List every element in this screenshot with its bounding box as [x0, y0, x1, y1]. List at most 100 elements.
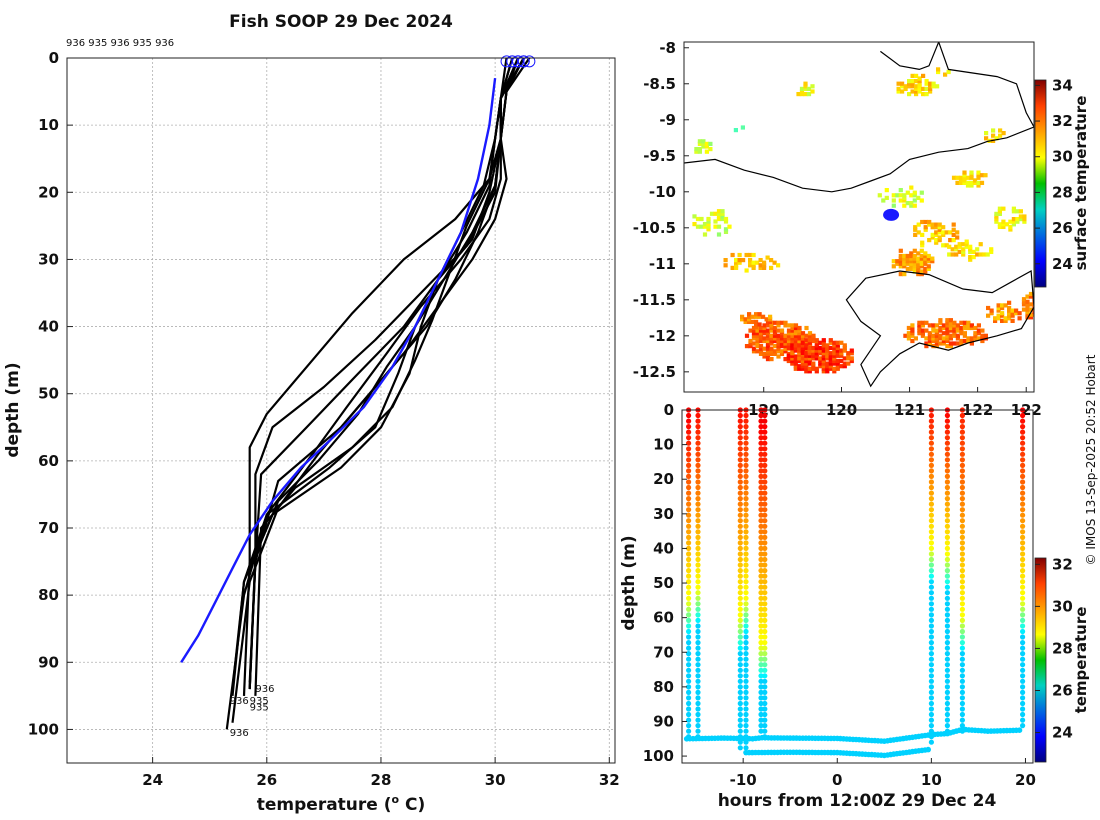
profile-y-tick-label: 10	[38, 116, 59, 134]
sst-pixel	[1032, 312, 1034, 317]
sst-pixel	[793, 338, 799, 344]
sst-pixel	[934, 338, 939, 344]
sst-pixel	[964, 242, 969, 247]
sst-pixel	[945, 331, 950, 336]
sst-pixel	[948, 230, 953, 235]
section-dot	[959, 640, 966, 646]
section-dot	[762, 728, 768, 734]
sst-pixel	[916, 230, 921, 235]
section-dot	[737, 745, 743, 751]
section-dot	[686, 568, 692, 574]
sst-pixel	[825, 369, 830, 374]
sst-pixel	[800, 356, 805, 361]
section-dot	[686, 662, 692, 668]
section-dot	[959, 673, 966, 679]
section-dot	[928, 518, 935, 524]
sst-pixel	[909, 264, 914, 269]
sst-pixel	[811, 348, 816, 353]
section-dot	[928, 739, 935, 745]
sst-pixel	[916, 259, 921, 264]
sst-pixel	[1032, 304, 1034, 310]
sst-pixel	[975, 252, 980, 257]
profile-panel: Fish SOOP 29 Dec 2024 936 935 936 935 93…	[3, 12, 620, 815]
sst-pixel	[734, 258, 739, 263]
sst-pixel	[909, 259, 914, 264]
sst-pixel	[797, 343, 802, 348]
sst-pixel	[924, 328, 929, 333]
sst-pixel	[747, 312, 752, 317]
section-dot	[758, 440, 764, 446]
sst-pixel	[1036, 308, 1040, 312]
section-dot	[944, 728, 951, 734]
sst-pixel	[755, 328, 760, 333]
section-dot	[695, 462, 701, 468]
sst-pixel	[793, 343, 798, 348]
sst-pixel	[1014, 308, 1019, 313]
section-dot	[959, 484, 966, 491]
section-dot	[762, 457, 768, 463]
section-dot	[737, 518, 743, 524]
section-dot	[686, 590, 692, 596]
sst-pixel	[751, 336, 757, 341]
sst-pixel	[1011, 222, 1016, 227]
section-dot	[928, 573, 935, 579]
section-dot	[743, 734, 749, 740]
sst-pixel	[748, 258, 753, 263]
section-y-tick-label: 10	[653, 436, 674, 454]
sst-pixel	[751, 265, 756, 270]
sst-pixel	[764, 317, 769, 322]
profile-y-tick-label: 100	[28, 720, 59, 738]
sst-pixel	[790, 338, 795, 344]
sst-pixel	[920, 219, 925, 225]
section-dot	[758, 651, 764, 657]
sst-pixel	[821, 358, 826, 364]
sst-pixel	[821, 364, 826, 369]
sst-pixel	[913, 225, 918, 230]
sst-pixel	[772, 260, 777, 265]
section-dot	[686, 556, 692, 563]
sst-pixel	[758, 349, 764, 354]
sst-pixel	[968, 244, 973, 249]
sst-pixel	[1007, 316, 1012, 321]
sst-pixel	[828, 353, 833, 358]
sst-pixel	[919, 259, 924, 264]
section-dot	[743, 651, 749, 657]
section-dot	[944, 496, 951, 502]
section-dot	[743, 739, 749, 745]
sst-pixel	[793, 336, 799, 341]
sst-pixel	[842, 345, 847, 351]
sst-pixel	[996, 308, 1001, 313]
sst-pixel	[998, 133, 1003, 138]
section-dot	[743, 695, 749, 701]
sst-pixel	[734, 260, 739, 265]
section-dot	[743, 711, 749, 718]
sst-pixel	[902, 193, 907, 198]
section-colorbar-tick-label: 30	[1052, 597, 1073, 615]
sst-pixel	[734, 265, 739, 270]
section-dot	[944, 684, 951, 690]
sst-pixel	[952, 323, 957, 328]
profile-x-tick-label: 24	[142, 771, 163, 789]
sst-pixel	[905, 261, 910, 266]
section-dot	[1020, 412, 1026, 419]
section-dot	[743, 518, 749, 524]
sst-pixel	[998, 128, 1003, 133]
sst-pixel	[945, 333, 950, 338]
section-dot	[944, 484, 951, 491]
sst-pixel	[910, 323, 915, 328]
sst-pixel	[928, 89, 933, 94]
section-dot	[758, 496, 764, 502]
section-dot	[1020, 645, 1026, 651]
section-dot	[959, 490, 966, 496]
sst-pixel	[800, 331, 806, 336]
sst-pixel	[800, 333, 806, 338]
section-dot	[928, 678, 935, 684]
sst-pixel	[979, 173, 985, 178]
sst-pixel	[931, 325, 936, 331]
profile-line	[248, 57, 531, 690]
sst-pixel	[821, 361, 826, 366]
sst-pixel	[1014, 311, 1019, 316]
section-dot	[686, 717, 692, 723]
section-dot	[959, 656, 966, 662]
sst-pixel	[962, 178, 967, 183]
